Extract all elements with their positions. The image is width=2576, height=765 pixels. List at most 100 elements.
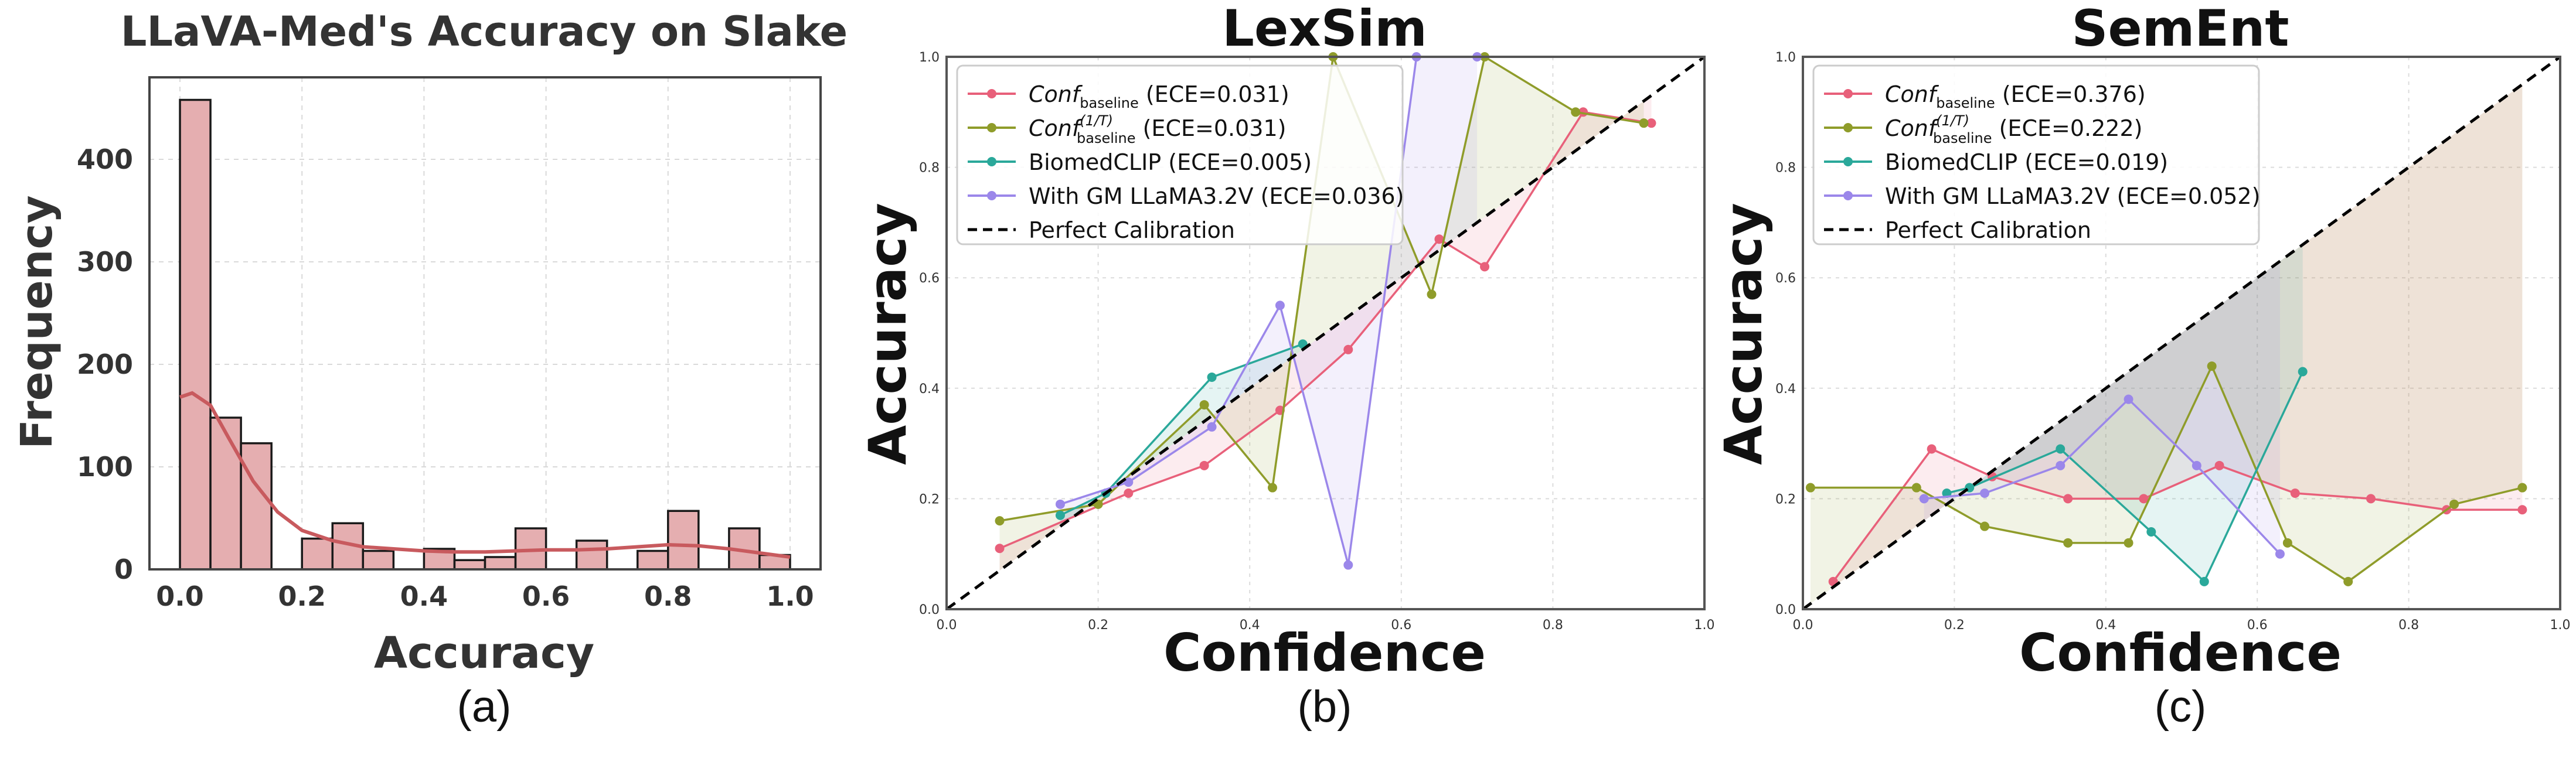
y-tick-label: 0.0	[1775, 603, 1796, 617]
histogram-bar	[179, 98, 212, 571]
sement-legend: Confbaseline (ECE=0.376)Conf(1/T) baselin…	[1812, 64, 2260, 245]
histogram-bar	[453, 559, 486, 571]
x-tick-label: 0.4	[1240, 618, 1260, 633]
y-tick-label: 0	[114, 554, 133, 585]
calibration-gap-fill	[1810, 84, 2523, 604]
series-point	[2063, 494, 2073, 504]
series-point	[2199, 576, 2209, 586]
y-tick-label: 0.6	[1775, 271, 1796, 286]
perfect-calibration-line	[1802, 55, 2561, 611]
series-point	[2517, 483, 2527, 493]
y-tick-label: 0.4	[919, 382, 940, 397]
lexsim-x-axis-label: Confidence	[1163, 623, 1486, 683]
series-point	[1207, 372, 1217, 382]
y-tick-label: 1.0	[1775, 50, 1796, 65]
histogram-bar	[301, 537, 334, 571]
series-point	[1980, 488, 1990, 498]
legend-entry: Perfect Calibration	[1029, 217, 1235, 243]
series-point	[2214, 460, 2224, 470]
histogram-title: LLaVA-Med's Accuracy on Slake	[121, 8, 848, 56]
series-point	[2366, 494, 2376, 504]
y-tick-label: 1.0	[919, 50, 940, 65]
series-point	[2343, 576, 2353, 586]
y-tick-label: 0.8	[919, 161, 940, 176]
histogram-bar	[362, 549, 395, 571]
x-tick-label: 1.0	[766, 580, 814, 612]
lexsim-frame	[945, 56, 1706, 610]
y-tick-label: 300	[77, 246, 133, 278]
series-point	[2124, 394, 2133, 404]
series-point	[2056, 444, 2065, 454]
series-point	[1927, 444, 1937, 454]
series-point	[1480, 262, 1490, 272]
x-tick-label: 0.6	[2247, 618, 2268, 633]
series-point	[995, 544, 1005, 554]
x-tick-label: 0.8	[644, 580, 692, 612]
legend-swatch-marker	[1843, 123, 1853, 132]
histogram-frame	[148, 76, 822, 571]
x-tick-label: 0.8	[1543, 618, 1563, 633]
legend-swatch-marker	[987, 157, 996, 166]
y-tick-label: 0.6	[919, 271, 940, 286]
legend-swatch-marker	[987, 123, 996, 132]
series-point	[1055, 499, 1065, 509]
legend-box	[1812, 64, 2260, 245]
panel-label-b: (b)	[1298, 682, 1352, 732]
legend-entry: Conf(1/T) baseline (ECE=0.031)	[1029, 112, 1286, 146]
y-tick-label: 100	[77, 451, 133, 483]
histogram-bar	[575, 539, 608, 571]
legend-entry: Confbaseline (ECE=0.376)	[1885, 81, 2146, 111]
series-point	[1207, 422, 1217, 432]
histogram-kde-curve	[179, 391, 791, 559]
y-tick-label: 200	[77, 349, 133, 380]
series-line	[1832, 448, 2523, 582]
y-tick-label: 0.2	[919, 492, 940, 507]
series-point	[1343, 560, 1353, 570]
legend-swatch-marker	[1843, 191, 1853, 200]
lexsim-legend: Confbaseline (ECE=0.031)Conf(1/T) baselin…	[956, 64, 1404, 245]
calibration-gap-fill	[1947, 244, 2303, 582]
series-point	[2290, 488, 2300, 498]
legend-entry: BiomedCLIP (ECE=0.019)	[1885, 149, 2168, 175]
calibration-gap-fill	[1060, 57, 1478, 565]
x-tick-label: 1.0	[1694, 618, 1715, 633]
histogram-ticks: 0.0 0.2 0.4 0.6 0.8 1.0 0 100 200 300 400	[77, 144, 814, 612]
x-tick-label: 0.6	[1391, 618, 1411, 633]
sement-ticks: 0.00.0 0.2 0.2 0.4 0.4 0.6 0.6 0.8 0.8 1.0 1.0	[1775, 50, 2571, 633]
legend-swatch-marker	[1843, 89, 1853, 98]
series-point	[1571, 107, 1581, 117]
series-point	[1646, 118, 1656, 128]
series-point	[1267, 483, 1277, 493]
legend-box	[956, 64, 1404, 245]
histogram-y-axis-label: Frequency	[12, 195, 62, 449]
series-line	[1060, 343, 1304, 517]
legend-swatch-marker	[987, 191, 996, 200]
x-tick-label: 0.2	[278, 580, 326, 612]
calibration-gap-fill	[1924, 261, 2280, 554]
x-tick-label: 0.4	[2095, 618, 2116, 633]
histogram-bar	[209, 416, 242, 571]
panel-label-c: (c)	[2155, 682, 2207, 732]
sement-title: SemEnt	[2072, 0, 2289, 58]
series-point	[1199, 400, 1209, 410]
series-point	[2139, 494, 2149, 504]
x-tick-label: 0.2	[1088, 618, 1108, 633]
x-tick-label: 0.8	[2398, 618, 2419, 633]
legend-swatch-marker	[987, 89, 996, 98]
y-tick-label: 0.0	[919, 603, 940, 617]
legend-entry: With GM LLaMA3.2V (ECE=0.052)	[1885, 183, 2260, 209]
series-point	[2282, 538, 2292, 548]
series-point	[1919, 494, 1929, 504]
series-point	[2192, 460, 2201, 470]
series-point	[2298, 367, 2308, 377]
series-point	[1275, 300, 1285, 310]
histogram-bar	[240, 442, 273, 571]
x-tick-label: 1.0	[2550, 618, 2571, 633]
perfect-calibration-line	[945, 55, 1706, 611]
x-tick-label: 0.0	[937, 618, 957, 633]
x-tick-label: 0.0	[1793, 618, 1813, 633]
panel-label-a: (a)	[457, 682, 512, 732]
series-point	[1055, 510, 1065, 520]
series-point	[2449, 499, 2459, 509]
